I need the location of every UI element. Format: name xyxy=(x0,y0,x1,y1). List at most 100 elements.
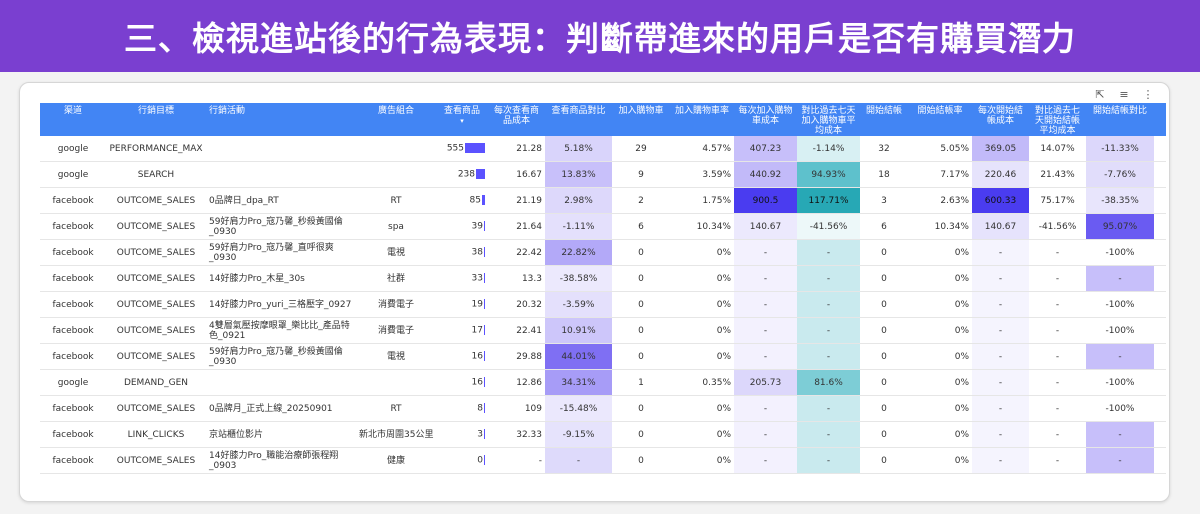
checkout-rate-cell: 0% xyxy=(908,395,972,422)
channel-cell: google xyxy=(40,161,106,188)
checkout-compare-cell-value: -100% xyxy=(1105,325,1135,336)
channel-cell-value: google xyxy=(57,169,89,180)
views-compare-cell: -15.48% xyxy=(545,395,612,422)
views-cell-value: 0 xyxy=(477,455,483,466)
atc-vs-cell: - xyxy=(797,265,860,292)
views-cell: 16 xyxy=(436,343,488,370)
header-col-cpcheckout[interactable]: 每次開始結帳成本 xyxy=(972,103,1029,136)
atc-rate-cell-value: 0% xyxy=(716,325,731,336)
table-row[interactable]: facebook OUTCOME_SALES 14好膝力Pro_職能治療師張程翔_0… xyxy=(40,447,1166,474)
atc-cell: 6 xyxy=(612,213,670,240)
header-col-checkout-vs7d[interactable]: 對比過去七天開始結帳平均成本 xyxy=(1029,103,1086,136)
channel-cell: facebook xyxy=(40,213,106,240)
checkout-rate-cell-value: 5.05% xyxy=(940,143,969,154)
atc-cell-value: 0 xyxy=(638,455,644,466)
views-cell: 8 xyxy=(436,395,488,422)
atc-rate-cell: 0.35% xyxy=(670,369,734,396)
filter-icon[interactable]: ≡ xyxy=(1119,87,1129,101)
checkout-rate-cell-value: 2.63% xyxy=(940,195,969,206)
table-row[interactable]: google PERFORMANCE_MAX 555 21.28 5.18% 29 4.57… xyxy=(40,136,1166,162)
objective-cell: OUTCOME_SALES xyxy=(106,265,206,292)
cpcheckout-cell: 140.67 xyxy=(972,213,1029,240)
table-row[interactable]: facebook OUTCOME_SALES 4雙層氣壓按摩眼罩_樂比比_產品特色_… xyxy=(40,317,1166,344)
header-col-atc-rate[interactable]: 加入購物車率 xyxy=(670,103,734,136)
views-compare-cell: 34.31% xyxy=(545,369,612,396)
atc-vs-cell: 94.93% xyxy=(797,161,860,188)
objective-cell: OUTCOME_SALES xyxy=(106,447,206,474)
cpv-cell-value: 22.42 xyxy=(516,247,542,258)
header-col-checkout[interactable]: 開始結帳 xyxy=(860,103,908,136)
table-row[interactable]: facebook OUTCOME_SALES 59好肩力Pro_寇乃馨_秒殺黃國倫_… xyxy=(40,343,1166,370)
checkout-rate-cell-value: 0% xyxy=(954,403,969,414)
table-row[interactable]: facebook OUTCOME_SALES 14好膝力Pro_yuri_三格壓字_… xyxy=(40,291,1166,318)
checkout-vs-cell: 75.17% xyxy=(1029,187,1086,214)
header-col-atc[interactable]: 加入購物車 xyxy=(612,103,670,136)
checkout-compare-cell-value: -100% xyxy=(1105,247,1135,258)
table-row[interactable]: facebook OUTCOME_SALES 59好肩力Pro_寇乃馨_直呼很爽_0… xyxy=(40,239,1166,266)
views-cell: 0 xyxy=(436,447,488,474)
channel-cell-value: facebook xyxy=(52,403,94,414)
header-label: 每次查看商品成本 xyxy=(493,106,539,126)
atc-cell: 9 xyxy=(612,161,670,188)
views-bar xyxy=(484,325,485,336)
checkout-cell: 0 xyxy=(860,395,908,422)
atc-rate-cell: 1.75% xyxy=(670,187,734,214)
table-row[interactable]: google SEARCH 238 16.67 13.83% 9 3.59% 440.92 94… xyxy=(40,161,1166,188)
header-col-channel[interactable]: 渠道 xyxy=(40,103,106,136)
objective-cell: SEARCH xyxy=(106,161,206,188)
cpcheckout-cell-value: - xyxy=(998,299,1003,310)
header-label: 查看商品對比 xyxy=(551,106,606,116)
adset-cell-value: 電視 xyxy=(386,247,405,258)
atc-cell: 0 xyxy=(612,291,670,318)
atc-rate-cell: 0% xyxy=(670,317,734,344)
checkout-cell: 0 xyxy=(860,421,908,448)
atc-cell: 29 xyxy=(612,136,670,162)
table-row[interactable]: facebook OUTCOME_SALES 0品牌日_dpa_RT RT 85 21.1… xyxy=(40,187,1166,214)
header-label: 開始結帳率 xyxy=(917,106,963,116)
header-col-checkout-rate[interactable]: 開始結帳率 xyxy=(908,103,972,136)
views-compare-cell-value: -15.48% xyxy=(559,403,598,414)
table-row[interactable]: facebook OUTCOME_SALES 14好膝力Pro_木星_30s 社群 33… xyxy=(40,265,1166,292)
views-compare-cell-value: -1.11% xyxy=(562,221,595,232)
campaign-cell: 14好膝力Pro_yuri_三格壓字_0927 xyxy=(206,291,356,318)
table-row[interactable]: google DEMAND_GEN 16 12.86 34.31% 1 0.35% 205.7… xyxy=(40,369,1166,396)
header-col-purchase[interactable]: 購 xyxy=(1154,103,1166,136)
views-compare-cell: 10.91% xyxy=(545,317,612,344)
campaign-cell: 0品牌月_正式上線_20250901 xyxy=(206,395,356,422)
header-col-campaign[interactable]: 行銷活動 xyxy=(206,103,356,136)
sort-desc-icon[interactable]: ▾ xyxy=(460,117,464,125)
checkout-rate-cell: 0% xyxy=(908,239,972,266)
export-icon[interactable]: ⇱ xyxy=(1095,87,1105,101)
header-col-checkout-compare[interactable]: 開始結帳對比 xyxy=(1086,103,1154,136)
checkout-rate-cell-value: 10.34% xyxy=(934,221,969,232)
cpatc-cell-value: - xyxy=(763,299,768,310)
checkout-compare-cell-value: - xyxy=(1118,455,1122,466)
adset-cell: 消費電子 xyxy=(356,291,436,318)
views-compare-cell: 2.98% xyxy=(545,187,612,214)
views-cell-value: 39 xyxy=(471,221,483,232)
objective-cell: OUTCOME_SALES xyxy=(106,291,206,318)
header-col-objective[interactable]: 行銷目標 xyxy=(106,103,206,136)
header-col-views[interactable]: 查看商品 ▾ xyxy=(436,103,488,136)
views-cell: 19 xyxy=(436,291,488,318)
objective-cell: OUTCOME_SALES xyxy=(106,343,206,370)
table-row[interactable]: facebook OUTCOME_SALES 0品牌月_正式上線_20250901 R… xyxy=(40,395,1166,422)
atc-cell-value: 1 xyxy=(638,377,644,388)
atc-cell: 0 xyxy=(612,343,670,370)
header-col-atc-vs7d[interactable]: 對比過去七天加入購物車平均成本 xyxy=(797,103,860,136)
atc-vs-cell: - xyxy=(797,395,860,422)
table-row[interactable]: facebook LINK_CLICKS 京站櫃位影片 新北市周圍35公里 3 32.33… xyxy=(40,421,1166,448)
checkout-vs-cell-value: - xyxy=(1055,325,1060,336)
header-col-adset[interactable]: 廣告組合 xyxy=(356,103,436,136)
checkout-vs-cell: - xyxy=(1029,239,1086,266)
more-vert-icon[interactable]: ⋮ xyxy=(1142,87,1154,101)
header-col-views-compare[interactable]: 查看商品對比 xyxy=(545,103,612,136)
header-col-cpatc[interactable]: 每次加入購物車成本 xyxy=(734,103,797,136)
table-container[interactable]: 渠道 行銷目標 行銷活動 廣告組合 查看商品 ▾ 每次查看商品成本 查看商品對比 加入購物車 加入… xyxy=(40,103,1166,493)
adset-cell-value: 消費電子 xyxy=(377,325,414,336)
header-col-cpv[interactable]: 每次查看商品成本 xyxy=(488,103,545,136)
table-row[interactable]: facebook OUTCOME_SALES 59好肩力Pro_寇乃馨_秒殺黃國倫_… xyxy=(40,213,1166,240)
atc-rate-cell: 0% xyxy=(670,421,734,448)
views-compare-cell: -9.15% xyxy=(545,421,612,448)
atc-cell-value: 2 xyxy=(638,195,644,206)
